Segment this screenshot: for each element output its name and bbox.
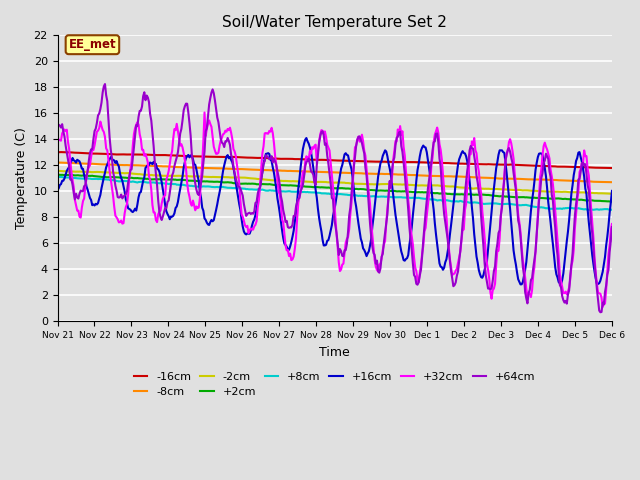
+8cm <box>558 206 566 212</box>
+16cm <box>287 239 295 245</box>
Line: -2cm: -2cm <box>58 171 612 194</box>
Y-axis label: Temperature (C): Temperature (C) <box>15 127 28 229</box>
+2cm <box>461 192 468 197</box>
+2cm <box>608 199 616 204</box>
+8cm <box>54 174 61 180</box>
-8cm <box>462 174 470 180</box>
-16cm <box>608 165 616 171</box>
Line: +16cm: +16cm <box>58 138 612 284</box>
Text: EE_met: EE_met <box>68 38 116 51</box>
-2cm <box>287 179 295 184</box>
Line: +8cm: +8cm <box>58 177 612 210</box>
+8cm <box>227 185 235 191</box>
+32cm <box>599 304 607 310</box>
+2cm <box>54 172 61 178</box>
-8cm <box>227 166 235 172</box>
+16cm <box>608 188 616 194</box>
+8cm <box>608 207 616 213</box>
+16cm <box>54 187 61 192</box>
+2cm <box>364 187 372 193</box>
+64cm <box>54 122 61 128</box>
-16cm <box>462 161 470 167</box>
+16cm <box>365 248 372 254</box>
-8cm <box>289 168 296 174</box>
-8cm <box>608 180 616 185</box>
-2cm <box>461 185 468 191</box>
Line: +32cm: +32cm <box>58 112 612 307</box>
+16cm <box>226 154 234 160</box>
+64cm <box>608 224 616 230</box>
Legend: -16cm, -8cm, -2cm, +2cm, +8cm, +16cm, +32cm, +64cm: -16cm, -8cm, -2cm, +2cm, +8cm, +16cm, +3… <box>130 367 540 401</box>
-8cm <box>56 160 64 166</box>
-2cm <box>54 168 61 174</box>
+32cm <box>227 130 235 136</box>
+16cm <box>392 212 399 218</box>
Line: +2cm: +2cm <box>58 175 612 202</box>
-2cm <box>557 189 565 195</box>
X-axis label: Time: Time <box>319 346 350 359</box>
-2cm <box>608 191 616 197</box>
+8cm <box>365 193 372 199</box>
+32cm <box>289 256 296 262</box>
+32cm <box>365 190 372 195</box>
+32cm <box>392 138 399 144</box>
+2cm <box>557 196 565 202</box>
-16cm <box>607 165 614 171</box>
+32cm <box>54 133 61 139</box>
Line: -16cm: -16cm <box>58 152 612 168</box>
+64cm <box>365 204 372 210</box>
+2cm <box>287 182 295 188</box>
+8cm <box>392 194 399 200</box>
-16cm <box>365 158 372 164</box>
+32cm <box>558 284 566 289</box>
-2cm <box>364 181 372 187</box>
+32cm <box>201 109 209 115</box>
-16cm <box>392 159 399 165</box>
+2cm <box>226 180 234 185</box>
Title: Soil/Water Temperature Set 2: Soil/Water Temperature Set 2 <box>222 15 447 30</box>
+32cm <box>608 221 616 227</box>
+64cm <box>462 179 470 185</box>
-16cm <box>54 149 61 155</box>
-8cm <box>392 171 399 177</box>
Line: -8cm: -8cm <box>58 163 612 182</box>
+64cm <box>596 310 604 315</box>
+8cm <box>586 207 594 213</box>
Line: +64cm: +64cm <box>58 84 612 312</box>
+64cm <box>558 293 566 299</box>
+8cm <box>289 189 296 194</box>
+64cm <box>392 143 399 148</box>
+64cm <box>101 81 109 87</box>
-16cm <box>289 156 296 162</box>
+2cm <box>390 188 398 194</box>
-16cm <box>227 154 235 160</box>
-2cm <box>390 181 398 187</box>
+2cm <box>607 199 614 204</box>
-8cm <box>54 160 61 166</box>
-16cm <box>558 164 566 169</box>
+8cm <box>56 174 64 180</box>
-2cm <box>226 175 234 180</box>
+16cm <box>516 281 524 287</box>
+32cm <box>462 201 470 207</box>
+8cm <box>462 199 470 205</box>
-16cm <box>57 149 65 155</box>
+16cm <box>303 135 310 141</box>
-8cm <box>365 171 372 177</box>
+16cm <box>559 271 567 276</box>
-8cm <box>558 178 566 183</box>
+16cm <box>462 154 470 159</box>
+64cm <box>227 152 235 158</box>
+64cm <box>289 222 296 228</box>
